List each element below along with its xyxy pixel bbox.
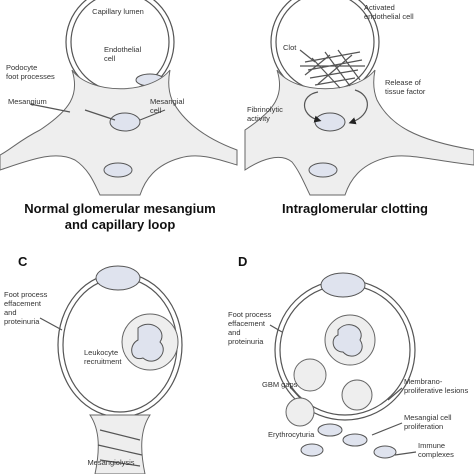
label-line: Erythrocyturia [268, 430, 315, 439]
panel-a-drawing [0, 0, 238, 196]
label-line: cell [150, 106, 162, 115]
label-line: proteinuria [228, 337, 264, 346]
label: Clot [283, 43, 297, 52]
panel-b-drawing [244, 0, 474, 196]
label: Immune complexes [418, 441, 454, 459]
label-line: Activated [364, 3, 395, 12]
label: Fibrinolytic activity [247, 105, 283, 123]
label-line: Mesangial cell [404, 413, 452, 422]
panel-letter: D [238, 254, 247, 269]
label: Leukocyte recruitment [84, 348, 122, 366]
label-line: proliferative lesions [404, 386, 468, 395]
label-line: Foot process [228, 310, 272, 319]
label-line: effacement [228, 319, 266, 328]
label-line: Clot [283, 43, 297, 52]
label-line: Endothelial [104, 45, 141, 54]
label-line: cell [104, 54, 116, 63]
caption: Intraglomerular clotting [282, 201, 428, 216]
label-line: recruitment [84, 357, 122, 366]
label: Foot process effacement and proteinuria [228, 310, 272, 346]
label-line: effacement [4, 299, 42, 308]
label-line: and [228, 328, 241, 337]
label-line: Fibrinolytic [247, 105, 283, 114]
label-line: Mesangium [8, 97, 47, 106]
label-line: tissue factor [385, 87, 426, 96]
label: Mesangial cell [150, 97, 185, 115]
label-line: activity [247, 114, 270, 123]
label-line: Foot process [4, 290, 48, 299]
label-line: Membrano- [404, 377, 443, 386]
label: Mesangiolysis [87, 458, 134, 467]
panel-letter: C [18, 254, 28, 269]
panel-c-drawing [39, 265, 183, 474]
label: Membrano-proliferative lesions [404, 377, 468, 395]
label-line: proteinuria [4, 317, 40, 326]
caption-line: and capillary loop [65, 217, 176, 232]
label: Erythrocyturia [268, 430, 315, 439]
label-line: Leukocyte [84, 348, 118, 357]
label-line: Capillary lumen [92, 7, 144, 16]
caption-line: Normal glomerular mesangium [24, 201, 215, 216]
label: Foot process effacement and proteinuria [4, 290, 48, 326]
label-line: and [4, 308, 17, 317]
label: Activated endothelial cell [364, 3, 414, 21]
label: Mesangium [8, 97, 47, 106]
label-line: proliferation [404, 422, 443, 431]
label-line: complexes [418, 450, 454, 459]
panel-d-drawing [269, 272, 417, 459]
label-line: Immune [418, 441, 445, 450]
label-line: endothelial cell [364, 12, 414, 21]
label-line: Release of [385, 78, 422, 87]
label: Mesangial cell proliferation [404, 413, 452, 431]
label: Capillary lumen [92, 7, 144, 16]
label-line: Mesangial [150, 97, 185, 106]
label-line: GBM gaps [262, 380, 298, 389]
label-line: Mesangiolysis [87, 458, 134, 467]
label: Podocyte foot processes [6, 63, 55, 81]
label-line: Podocyte [6, 63, 37, 72]
label-line: foot processes [6, 72, 55, 81]
caption: Normal glomerular mesangium and capillary… [24, 201, 215, 232]
label: Endothelial cell [104, 45, 141, 63]
label: Release of tissue factor [385, 78, 426, 96]
label: GBM gaps [262, 380, 298, 389]
caption-line: Intraglomerular clotting [282, 201, 428, 216]
